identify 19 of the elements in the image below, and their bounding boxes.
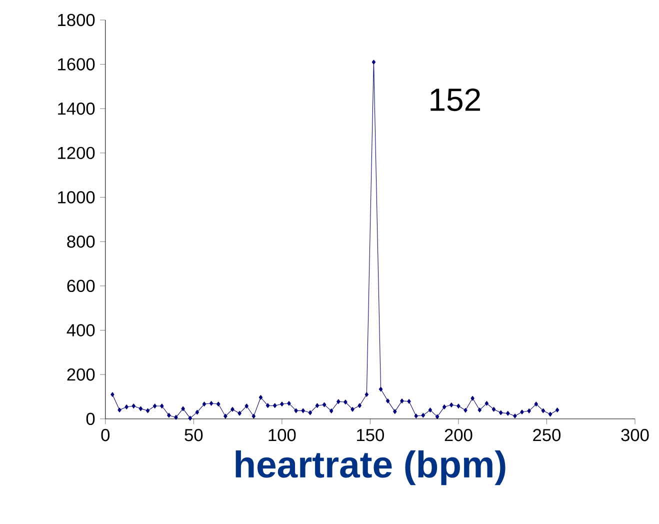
x-tick-label: 100 <box>268 428 296 442</box>
y-tick-label: 1200 <box>58 146 95 159</box>
x-tick-label: 200 <box>444 428 472 442</box>
y-tick-label: 600 <box>67 280 95 292</box>
y-tick-label: 1600 <box>58 58 95 70</box>
x-tick-label: 0 <box>101 428 110 442</box>
x-tick-label: 150 <box>357 428 384 442</box>
y-tick-label: 1000 <box>58 191 95 204</box>
y-tick-label: 400 <box>66 324 95 336</box>
y-tick-label: 800 <box>67 235 95 248</box>
x-tick-label: 300 <box>621 428 649 442</box>
annotation: 152 <box>430 88 480 111</box>
y-tick-label: 1400 <box>58 102 95 115</box>
x-tick-label: 50 <box>184 428 203 442</box>
x-tick-label: 250 <box>533 428 561 442</box>
x-axis-title: heartrate (bpm) <box>236 450 506 486</box>
y-tick-label: 1800 <box>58 14 95 26</box>
y-tick-label: 200 <box>67 368 95 381</box>
y-tick-label: 0 <box>86 412 95 425</box>
